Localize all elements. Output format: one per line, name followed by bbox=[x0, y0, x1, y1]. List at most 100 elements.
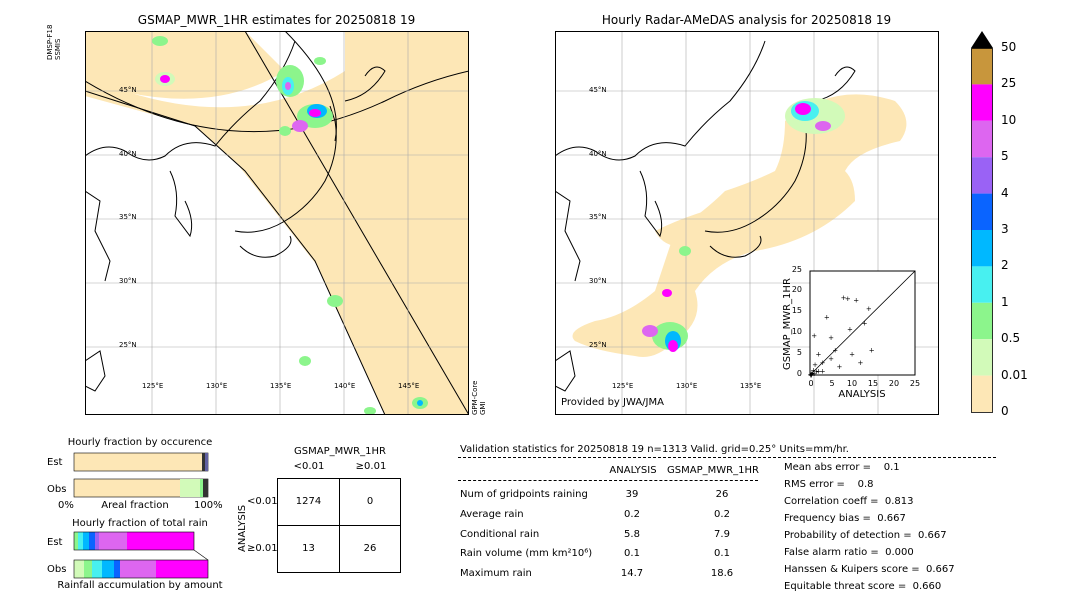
occurrence-bar-est bbox=[73, 452, 209, 472]
colorbar-segment bbox=[971, 302, 993, 340]
colorbar-label: 4 bbox=[1001, 185, 1009, 200]
occurrence-axis-mid: Areal fraction bbox=[101, 500, 169, 511]
colorbar-segment bbox=[971, 120, 993, 158]
colorbar-label: 0 bbox=[1001, 404, 1009, 418]
scatter-point: + bbox=[832, 347, 838, 355]
validation-divider bbox=[458, 457, 996, 458]
scatter-point: + bbox=[849, 351, 855, 359]
contingency-table: 1274 0 13 26 bbox=[277, 478, 401, 573]
validation-row-label: Num of gridpoints raining bbox=[460, 489, 588, 500]
scatter-point: + bbox=[836, 363, 842, 371]
score-ets: Equitable threat score = 0.660 bbox=[784, 581, 942, 592]
contingency-cell: 26 bbox=[363, 543, 377, 554]
score-far: False alarm ratio = 0.000 bbox=[784, 547, 914, 558]
left-lat-40: 40°N bbox=[119, 150, 137, 158]
validation-row-analysis: 5.8 bbox=[624, 529, 640, 540]
scatter-point: + bbox=[815, 351, 821, 359]
contingency-cell: 1274 bbox=[295, 496, 322, 507]
contingency-cell: 0 bbox=[366, 496, 374, 507]
left-coastlines bbox=[85, 40, 386, 392]
scatter-point: + bbox=[811, 332, 817, 340]
left-lon-135: 135°E bbox=[270, 382, 292, 390]
score-rmse: RMS error = 0.8 bbox=[784, 479, 874, 490]
radar-credit: Provided by JWA/JMA bbox=[561, 397, 664, 408]
colorbar-label: 0.5 bbox=[1001, 331, 1021, 346]
scatter-xtick: 20 bbox=[888, 379, 900, 388]
scatter-xtick: 10 bbox=[846, 379, 858, 388]
left-map-title: GSMAP_MWR_1HR estimates for 20250818 19 bbox=[137, 13, 416, 27]
left-lat-35: 35°N bbox=[119, 213, 137, 221]
scatter-point: + bbox=[824, 313, 830, 321]
validation-row-analysis: 0.2 bbox=[624, 509, 640, 520]
contingency-col-label: ≥0.01 bbox=[355, 461, 387, 472]
colorbar-segment bbox=[971, 375, 993, 412]
colorbar-segment bbox=[971, 157, 993, 194]
colorbar-label: 10 bbox=[1001, 112, 1017, 127]
scatter-points: ++++++++++++++++++++++++++++ bbox=[807, 294, 874, 379]
validation-row-label: Rain volume (mm km²10⁶) bbox=[460, 548, 593, 559]
right-lat-35: 35°N bbox=[589, 213, 607, 221]
score-pod: Probability of detection = 0.667 bbox=[784, 530, 947, 541]
scatter-ylabel: GSMAP_MWR_1HR bbox=[782, 278, 793, 370]
scatter-xtick: 5 bbox=[829, 379, 835, 388]
left-lat-30: 30°N bbox=[119, 277, 137, 285]
scatter-point: + bbox=[811, 370, 817, 378]
scatter-point: + bbox=[807, 370, 813, 378]
left-map-grid bbox=[85, 31, 469, 415]
validation-row-label: Conditional rain bbox=[460, 529, 540, 540]
scatter-point: + bbox=[869, 347, 875, 355]
total-rain-row-est: Est bbox=[47, 537, 63, 548]
scatter-diagonal bbox=[809, 270, 916, 376]
left-lat-25: 25°N bbox=[119, 341, 137, 349]
scatter-point: + bbox=[808, 372, 814, 380]
scatter-point: + bbox=[815, 367, 821, 375]
score-bias: Frequency bias = 0.667 bbox=[784, 513, 906, 524]
scatter-point: + bbox=[808, 371, 814, 379]
left-lon-130: 130°E bbox=[206, 382, 228, 390]
colorbar-segment bbox=[971, 339, 993, 376]
left-lon-125: 125°E bbox=[142, 382, 164, 390]
colorbar-segment bbox=[971, 84, 993, 121]
left-map bbox=[85, 31, 469, 415]
validation-header: Validation statistics for 20250818 19 n=… bbox=[460, 444, 849, 455]
total-rain-row-obs: Obs bbox=[47, 564, 67, 575]
scatter-point: + bbox=[812, 361, 818, 369]
scatter-point: + bbox=[809, 372, 815, 380]
total-rain-axis-label: Rainfall accumulation by amount bbox=[57, 580, 223, 591]
validation-row-analysis: 39 bbox=[625, 489, 639, 500]
total-rain-title: Hourly fraction of total rain bbox=[72, 518, 208, 529]
validation-row-analysis: 14.7 bbox=[620, 568, 644, 579]
left-sat-top-label: DMSP-F18 SSMIS bbox=[46, 24, 62, 60]
scatter-point: + bbox=[847, 326, 853, 334]
validation-row-gsmap: 26 bbox=[715, 489, 729, 500]
scatter-point: + bbox=[853, 297, 859, 305]
contingency-col-label: <0.01 bbox=[293, 461, 325, 472]
scatter-point: + bbox=[866, 305, 872, 313]
scatter-ytick: 0 bbox=[796, 369, 802, 378]
right-map-title: Hourly Radar-AMeDAS analysis for 2025081… bbox=[601, 13, 892, 27]
scatter-point: + bbox=[828, 355, 834, 363]
total-rain-bars bbox=[73, 531, 209, 579]
right-lat-30: 30°N bbox=[589, 277, 607, 285]
validation-row-gsmap: 0.2 bbox=[714, 509, 730, 520]
validation-row-gsmap: 18.6 bbox=[710, 568, 734, 579]
colorbar-label: 5 bbox=[1001, 149, 1009, 164]
colorbar-label: 50 bbox=[1001, 40, 1017, 54]
left-lat-45: 45°N bbox=[119, 86, 137, 94]
left-lon-145: 145°E bbox=[398, 382, 420, 390]
colorbar-label: 0.01 bbox=[1001, 367, 1028, 382]
right-coastlines bbox=[555, 40, 856, 392]
total-rain-bar-obs bbox=[73, 559, 209, 579]
contingency-title: GSMAP_MWR_1HR bbox=[294, 446, 386, 457]
right-radar-coverage bbox=[572, 94, 907, 358]
validation-row-gsmap: 7.9 bbox=[714, 529, 730, 540]
colorbar-segment bbox=[971, 230, 993, 267]
total-rain-bar-est bbox=[73, 531, 195, 551]
score-hk: Hanssen & Kuipers score = 0.667 bbox=[784, 564, 955, 575]
scatter-point: + bbox=[820, 359, 826, 367]
scatter-ytick: 5 bbox=[796, 348, 802, 357]
occurrence-row-obs: Obs bbox=[47, 484, 67, 495]
colorbar-label: 1 bbox=[1001, 294, 1009, 309]
validation-row-gsmap: 0.1 bbox=[714, 548, 730, 559]
contingency-cell: 13 bbox=[302, 543, 315, 554]
